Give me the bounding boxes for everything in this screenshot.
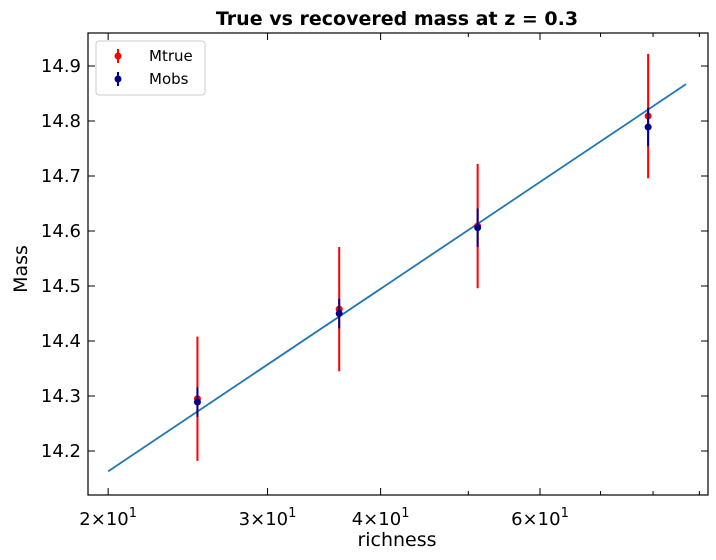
y-tick-label: 14.7 [41,166,81,187]
chart-title: True vs recovered mass at z = 0.3 [216,8,578,30]
legend-mtrue-label: Mtrue [149,47,193,65]
y-tick-label: 14.9 [41,56,81,77]
mobs-point [335,310,343,317]
x-tick-label: 3×101 [239,506,297,530]
y-tick-label: 14.3 [41,386,81,407]
y-tick-label: 14.5 [41,276,81,297]
x-axis-label: richness [357,529,436,551]
y-tick-label: 14.2 [41,441,81,462]
y-tick-label: 14.6 [41,221,81,242]
mobs-point [644,123,652,131]
y-tick-label: 14.8 [41,111,81,132]
plot-area [87,32,709,496]
y-tick-label: 14.4 [41,331,81,352]
fit-line [107,83,687,473]
legend-mobs-label: Mobs [149,70,189,88]
y-axis-label: Mass [10,245,32,293]
data-points-layer [193,53,652,461]
x-tick-label: 4×101 [352,506,410,530]
legend-mobs-marker [114,75,122,83]
y-tick-labels: 14.2 14.3 14.4 14.5 14.6 14.7 14.8 14.9 [41,56,81,462]
legend-mtrue-marker [114,52,122,60]
legend: Mtrue Mobs [95,40,206,96]
mobs-point [474,224,482,232]
x-tick-labels: 2×101 3×101 4×101 6×101 [79,506,569,530]
legend-box [95,40,206,96]
axis-ticks [88,33,708,495]
x-tick-label: 2×101 [79,506,137,530]
x-tick-label: 6×101 [511,506,569,530]
mobs-point [193,398,201,406]
fit-line-layer [107,83,687,473]
